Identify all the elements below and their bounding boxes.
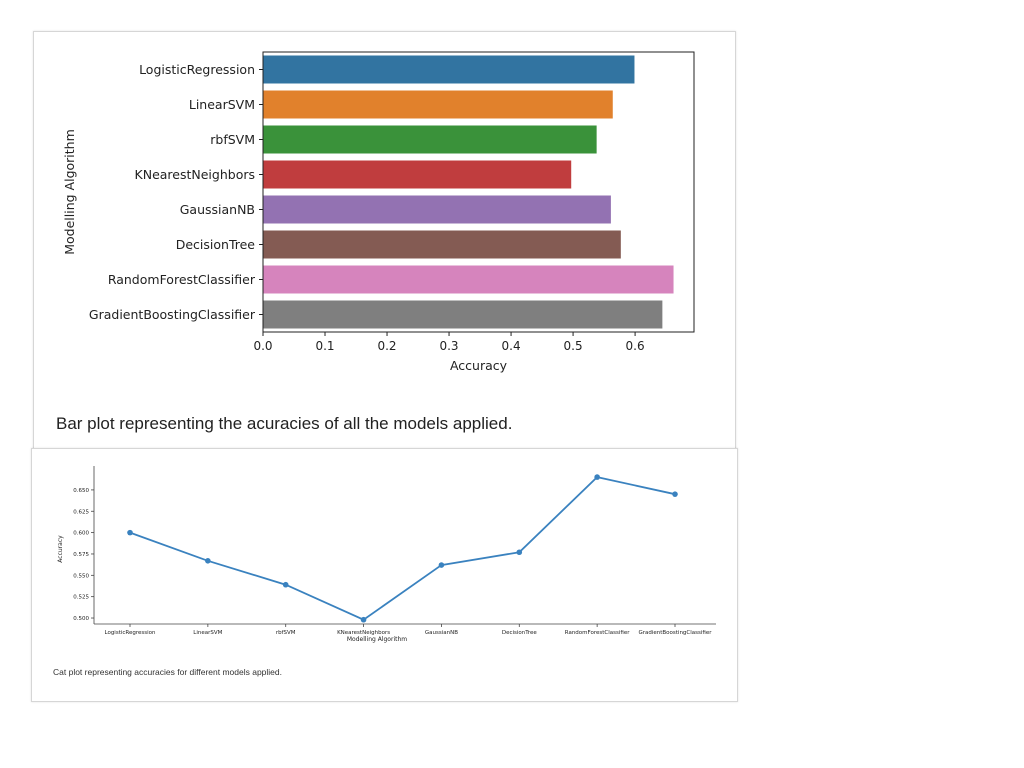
- point-KNearestNeighbors: [360, 616, 367, 623]
- y-tick-label: 0.550: [73, 573, 89, 579]
- point-DecisionTree: [516, 549, 523, 556]
- y-tick-label: 0.600: [73, 531, 89, 537]
- x-axis-label: Accuracy: [450, 358, 508, 373]
- point-RandomForestClassifier: [594, 474, 600, 480]
- point-GaussianNB: [438, 562, 445, 568]
- y-tick-label: 0.625: [73, 509, 89, 515]
- x-tick-label: GaussianNB: [425, 630, 458, 636]
- y-tick-label: rbfSVM: [210, 132, 255, 147]
- point-LogisticRegression: [127, 529, 133, 536]
- bar-GaussianNB: [263, 195, 611, 224]
- x-tick-label: 0.1: [315, 339, 334, 353]
- line-chart: 0.500 0.525 0.550 0.575 0.600 0.625 0.650 Logis…: [57, 466, 716, 643]
- bar-chart: LogisticRegression LinearSVM rbfSVM KNeares…: [62, 51, 695, 373]
- x-tick-label: 0.3: [439, 339, 458, 353]
- y-tick-label: 0.575: [73, 552, 89, 558]
- x-tick-label: GradientBoostingClassifier: [638, 630, 712, 636]
- bar-GradientBoostingClassifier: [263, 300, 663, 329]
- y-tick-label: GradientBoostingClassifier: [89, 307, 256, 322]
- x-tick-label: 0.2: [377, 339, 396, 353]
- y-axis-label: Modelling Algorithm: [62, 129, 77, 255]
- y-tick-label: 0.525: [73, 595, 89, 601]
- y-tick-label: GaussianNB: [180, 202, 255, 217]
- x-axis-label: Modelling Algorithm: [347, 636, 407, 643]
- line-chart-caption: Cat plot representing accuracies for dif…: [53, 667, 282, 677]
- y-tick-label: LogisticRegression: [139, 62, 255, 77]
- x-tick-label: DecisionTree: [502, 630, 537, 636]
- x-tick-label: LogisticRegression: [104, 630, 156, 636]
- line-chart-panel: 0.500 0.525 0.550 0.575 0.600 0.625 0.650 Logis…: [31, 448, 738, 702]
- plot-frame: [262, 51, 695, 333]
- x-tick-label: RandomForestClassifier: [565, 630, 630, 636]
- y-tick-label: KNearestNeighbors: [135, 167, 255, 182]
- x-tick-label: 0.4: [502, 339, 521, 353]
- y-tick-label: 0.650: [73, 488, 89, 494]
- point-GradientBoostingClassifier: [672, 491, 678, 497]
- x-tick-label: LinearSVM: [193, 630, 222, 636]
- bar-KNearestNeighbors: [263, 160, 572, 189]
- y-axis-label: Accuracy: [57, 535, 64, 563]
- x-tick-label: 0.0: [253, 339, 272, 353]
- x-tick-label: 0.6: [626, 339, 645, 353]
- accuracy-line: [129, 476, 676, 621]
- y-tick-label: LinearSVM: [189, 97, 255, 112]
- x-tick-label: KNearestNeighbors: [337, 630, 390, 636]
- bar-LinearSVM: [263, 90, 613, 119]
- x-tick-label: rbfSVM: [276, 630, 296, 636]
- bar-LogisticRegression: [263, 55, 635, 84]
- y-tick-label: RandomForestClassifier: [108, 272, 256, 287]
- y-tick-label: DecisionTree: [176, 237, 256, 252]
- x-tick-label: 0.5: [564, 339, 583, 353]
- bar-RandomForestClassifier: [263, 265, 674, 294]
- bar-chart-caption: Bar plot representing the acuracies of a…: [56, 414, 513, 433]
- y-tick-label: 0.500: [73, 616, 89, 622]
- bar-chart-panel: LogisticRegression LinearSVM rbfSVM KNeares…: [33, 31, 736, 449]
- point-LinearSVM: [205, 558, 211, 564]
- point-rbfSVM: [282, 581, 289, 588]
- bar-rbfSVM: [263, 125, 597, 154]
- bar-DecisionTree: [263, 230, 621, 259]
